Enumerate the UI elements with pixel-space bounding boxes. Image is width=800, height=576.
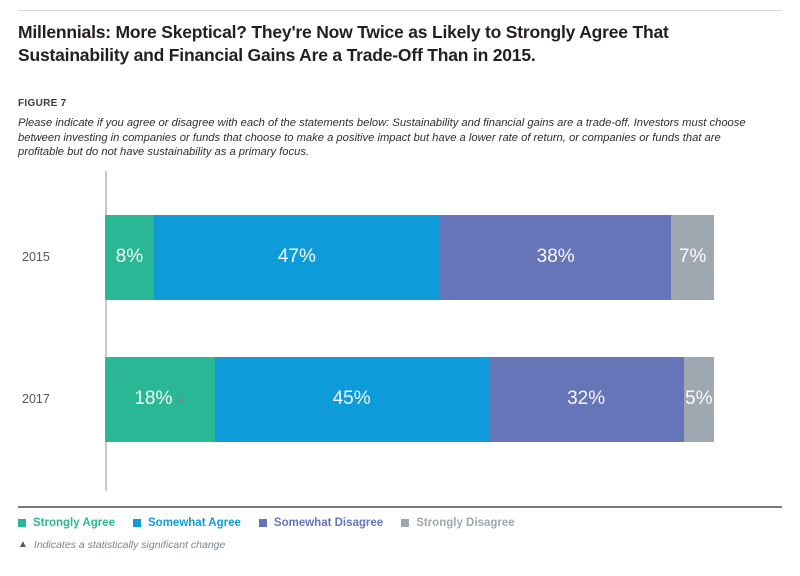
bar-segment-somewhat-disagree: 32% <box>488 356 684 442</box>
bar-track-2015: 8% 47% 38% 7% <box>105 214 714 300</box>
figure-label: FIGURE 7 <box>18 98 67 109</box>
report-page: Millennials: More Skeptical? They're Now… <box>0 10 800 551</box>
bar-value-label: 5% <box>685 388 713 410</box>
bar-value-label: 18% <box>134 388 173 410</box>
bar-row-2015: 2015 8% 47% 38% 7% <box>18 214 714 300</box>
significance-footnote: ▲ Indicates a statistically significant … <box>18 539 782 551</box>
chart-legend: Strongly Agree Somewhat Agree Somewhat D… <box>18 517 782 529</box>
bar-segment-somewhat-agree: 45% <box>214 356 489 442</box>
bar-segment-somewhat-agree: 47% <box>153 214 440 300</box>
legend-label: Strongly Agree <box>33 516 116 529</box>
legend-item-somewhat-agree: Somewhat Agree <box>133 517 241 529</box>
bar-value-label: 38% <box>536 246 575 268</box>
bar-value-label: 32% <box>567 388 606 410</box>
significance-triangle-icon: ▲ <box>176 393 186 404</box>
y-axis-line <box>105 170 107 491</box>
bar-segment-strongly-agree: 8% <box>105 214 154 300</box>
legend-divider <box>18 505 782 508</box>
legend-label: Strongly Disagree <box>416 516 515 529</box>
significance-triangle-icon: ▲ <box>18 538 28 550</box>
stacked-bar-chart: 2015 8% 47% 38% 7% 2017 18% ▲ 45% 32% 5% <box>18 170 782 491</box>
bar-value-label: 8% <box>115 246 144 268</box>
bar-segment-strongly-disagree: 5% <box>683 356 714 442</box>
category-label-2015: 2015 <box>22 250 50 265</box>
bar-segment-somewhat-disagree: 38% <box>439 214 672 300</box>
category-label-2017: 2017 <box>22 392 50 407</box>
page-title: Millennials: More Skeptical? They're Now… <box>18 22 669 65</box>
legend-item-strongly-disagree: Strongly Disagree <box>401 516 515 529</box>
bar-segment-strongly-agree: 18% ▲ <box>105 356 215 442</box>
bar-segment-strongly-disagree: 7% <box>671 214 714 300</box>
bar-value-label: 47% <box>277 246 316 268</box>
legend-label: Somewhat Agree <box>148 516 241 529</box>
bar-value-label: 45% <box>332 388 371 410</box>
bar-value-label: 7% <box>678 246 707 268</box>
top-divider <box>18 10 782 11</box>
legend-item-strongly-agree: Strongly Agree <box>18 517 115 529</box>
legend-label: Somewhat Disagree <box>273 516 384 529</box>
bar-row-2017: 2017 18% ▲ 45% 32% 5% <box>18 356 714 442</box>
legend-swatch-icon <box>18 518 26 527</box>
legend-swatch-icon <box>401 518 410 527</box>
bar-track-2017: 18% ▲ 45% 32% 5% <box>105 356 714 442</box>
survey-question-caption: Please indicate if you agree or disagree… <box>18 117 746 159</box>
legend-swatch-icon <box>258 518 267 527</box>
legend-item-somewhat-disagree: Somewhat Disagree <box>258 516 384 529</box>
legend-swatch-icon <box>133 518 142 527</box>
footnote-text: Indicates a statistically significant ch… <box>33 538 226 551</box>
